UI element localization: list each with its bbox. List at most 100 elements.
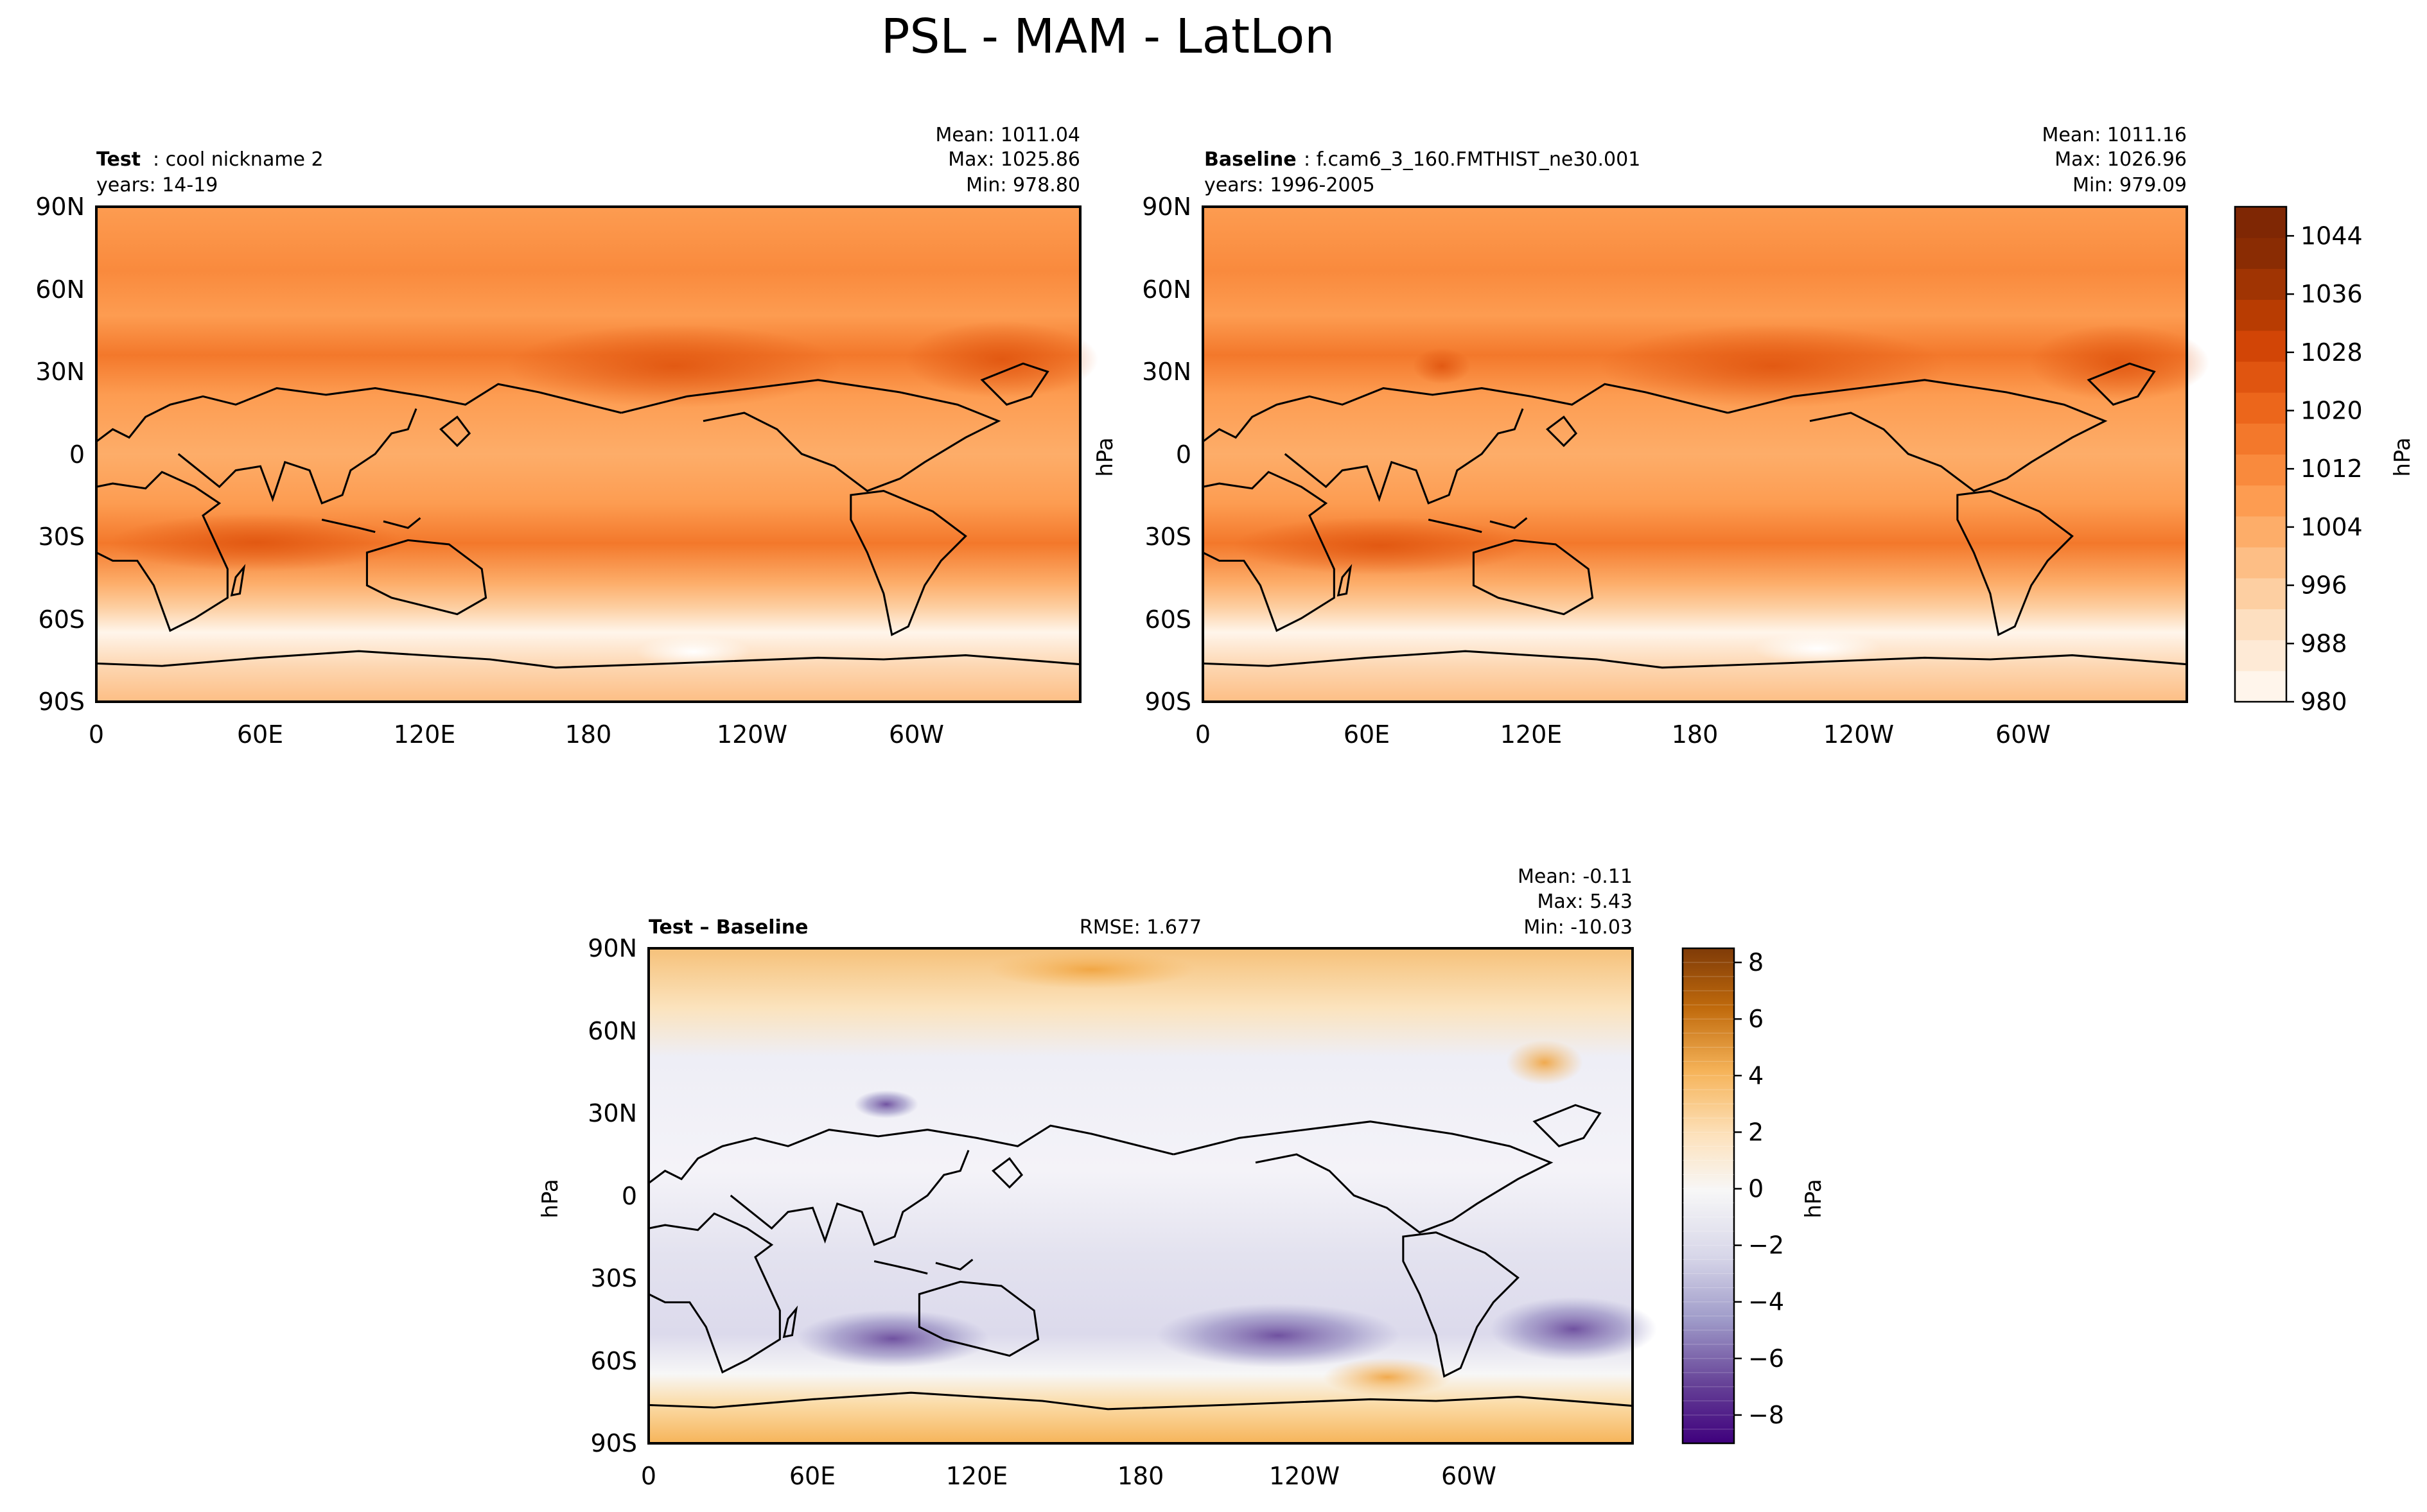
x-tick: 180 (1117, 1462, 1164, 1490)
orange-colorbar-band (2235, 330, 2286, 362)
x-tick: 120W (1269, 1462, 1340, 1490)
baseline-x-ticks: 0 60E 120E 180 120W 60W (1195, 720, 2051, 749)
orange-colorbar-bands (2235, 207, 2286, 702)
baseline-north-atlantic-high (2029, 324, 2209, 401)
y-tick: 60S (1145, 605, 1191, 634)
baseline-label-text: : f.cam6_3_160.FMTHIST_ne30.001 (1304, 148, 1640, 171)
orange-colorbar-frame (2234, 205, 2288, 703)
difference-rmse: RMSE: 1.677 (1080, 916, 1202, 939)
y-tick: 90S (591, 1429, 637, 1457)
y-tick: 30N (35, 358, 85, 386)
test-north-pacific-high (507, 324, 841, 408)
y-tick: 90N (1142, 193, 1191, 221)
diff-neg-indian-ocean (796, 1310, 989, 1368)
x-tick: 60E (237, 720, 283, 749)
y-tick: 30S (591, 1264, 637, 1292)
diff-pos-arctic (989, 950, 1195, 989)
x-tick: 120W (1823, 720, 1894, 749)
x-tick: 60W (1441, 1462, 1496, 1490)
orange-colorbar-band (2235, 238, 2286, 269)
difference-map (647, 947, 1657, 1445)
difference-field (649, 948, 1633, 1443)
orange-colorbar-band (2235, 207, 2286, 238)
baseline-panel: Baseline : f.cam6_3_160.FMTHIST_ne30.001… (1092, 124, 2209, 749)
colorbar-tick-label: 1028 (2300, 338, 2363, 367)
orange-colorbar-label: hPa (2390, 437, 2415, 476)
baseline-map (1202, 205, 2209, 703)
colorbar-tick-label: −6 (1748, 1344, 1784, 1373)
y-tick: 90S (39, 688, 85, 716)
test-panel: Test : cool nickname 2 years: 14-19 Mean… (35, 124, 1098, 749)
colorbar-tick-label: 988 (2300, 629, 2347, 657)
baseline-antarctic-white (1753, 632, 1882, 665)
diff-colorbar-fill (1681, 947, 1735, 1445)
baseline-frame (1202, 205, 2188, 703)
diff-neg-south-atlantic (1490, 1297, 1657, 1361)
colorbar-tick-label: −4 (1748, 1288, 1784, 1316)
colorbar-tick-label: 8 (1748, 948, 1764, 977)
y-tick: 0 (1176, 440, 1191, 469)
y-tick: 30N (588, 1099, 637, 1127)
colorbar-tick-label: 1004 (2300, 513, 2363, 541)
colorbar-tick-label: 4 (1748, 1061, 1764, 1090)
test-field (96, 207, 1080, 702)
y-tick: 90N (588, 934, 637, 962)
orange-colorbar-band (2235, 454, 2286, 486)
difference-x-ticks: 0 60E 120E 180 120W 60W (641, 1462, 1496, 1490)
test-label-text: : cool nickname 2 (153, 148, 324, 171)
orange-colorbar-band (2235, 299, 2286, 331)
diff-neg-tibet (854, 1090, 918, 1118)
colorbar-tick-label: 996 (2300, 571, 2347, 600)
baseline-years: years: 1996-2005 (1204, 174, 1375, 196)
difference-mean: Mean: -0.11 (1518, 865, 1633, 888)
y-tick: 90S (1145, 688, 1191, 716)
test-south-high-band (109, 514, 405, 571)
orange-colorbar-band (2235, 485, 2286, 517)
orange-colorbar-band (2235, 516, 2286, 548)
x-tick: 60E (1344, 720, 1390, 749)
test-min: Min: 978.80 (966, 174, 1080, 196)
test-max: Max: 1025.86 (948, 148, 1080, 171)
x-tick: 120E (946, 1462, 1008, 1490)
figure-title: PSL - MAM - LatLon (881, 9, 1335, 64)
diff-pos-antarctic (1323, 1358, 1451, 1396)
test-x-ticks: 0 60E 120E 180 120W 60W (89, 720, 944, 749)
colorbar-tick-label: 1036 (2300, 280, 2363, 308)
difference-max: Max: 5.43 (1538, 891, 1633, 913)
orange-colorbar-band (2235, 361, 2286, 393)
difference-ylabel: hPa (538, 1179, 563, 1218)
colorbar-tick-label: 1044 (2300, 222, 2363, 250)
baseline-y-ticks: 90N 60N 30N 0 30S 60S 90S (1142, 193, 1191, 716)
x-tick: 180 (1672, 720, 1719, 749)
y-tick: 0 (622, 1182, 637, 1210)
orange-colorbar-band (2235, 423, 2286, 455)
baseline-mean: Mean: 1011.16 (2042, 124, 2187, 146)
diff-neg-south-pacific (1156, 1303, 1400, 1368)
difference-y-ticks: 90N 60N 30N 0 30S 60S 90S (588, 934, 637, 1457)
orange-colorbar-band (2235, 392, 2286, 424)
orange-colorbar-ticks: 980 988 996 1004 1012 1020 1028 1036 1044 (2286, 222, 2363, 716)
x-tick: 120E (394, 720, 456, 749)
test-y-ticks: 90N 60N 30N 0 30S 60S 90S (35, 193, 85, 716)
test-north-atlantic-high (906, 321, 1098, 398)
difference-frame (647, 947, 1634, 1445)
diff-colorbar: 8 6 4 2 0 −2 −4 −6 −8 hPa (1681, 947, 1827, 1445)
y-tick: 60N (588, 1017, 637, 1045)
colorbar-tick-label: 1012 (2300, 455, 2363, 483)
baseline-left-hpa: hPa (1092, 437, 1118, 476)
colorbar-tick-label: 980 (2300, 688, 2347, 716)
orange-colorbar: 980 988 996 1004 1012 1020 1028 1036 1044 hPa (2234, 205, 2415, 716)
orange-colorbar-band (2235, 609, 2286, 641)
y-tick: 90N (35, 193, 85, 221)
test-years: years: 14-19 (96, 174, 218, 196)
x-tick: 60E (789, 1462, 836, 1490)
diff-pos-north-atlantic (1506, 1040, 1583, 1085)
colorbar-tick-label: 2 (1748, 1118, 1764, 1146)
diff-colorbar-lines (1683, 962, 1734, 1430)
colorbar-tick-label: −2 (1748, 1231, 1784, 1260)
x-tick: 120E (1500, 720, 1563, 749)
x-tick: 180 (565, 720, 612, 749)
diff-colorbar-ticks: 8 6 4 2 0 −2 −4 −6 −8 (1734, 948, 1784, 1429)
orange-colorbar-band (2235, 670, 2286, 702)
orange-colorbar-band (2235, 639, 2286, 672)
